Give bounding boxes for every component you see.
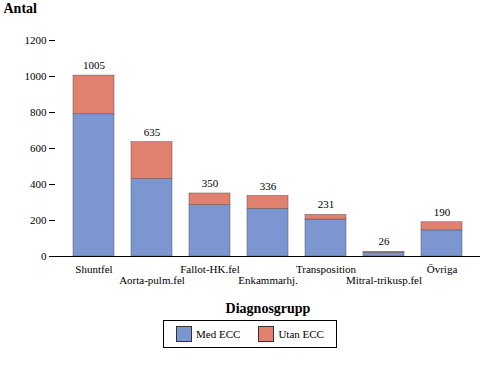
- svg-text:336: 336: [260, 180, 277, 192]
- svg-text:Aorta-pulm.fel: Aorta-pulm.fel: [119, 274, 185, 286]
- svg-text:200: 200: [30, 214, 47, 226]
- svg-text:Shuntfel: Shuntfel: [75, 263, 112, 275]
- svg-text:Fallot-HK.fel: Fallot-HK.fel: [180, 263, 240, 275]
- svg-text:190: 190: [434, 206, 451, 218]
- svg-text:Övriga: Övriga: [427, 263, 458, 275]
- svg-text:350: 350: [202, 177, 219, 189]
- svg-text:Antal: Antal: [4, 1, 38, 16]
- svg-text:Mitral-trikusp.fel: Mitral-trikusp.fel: [346, 274, 422, 286]
- html-text:Med ECC: Med ECC: [196, 328, 241, 340]
- svg-text:26: 26: [379, 235, 391, 247]
- svg-text:231: 231: [318, 198, 335, 210]
- svg-text:600: 600: [30, 142, 47, 154]
- html-text:Utan ECC: Utan ECC: [278, 328, 324, 340]
- svg-text:1005: 1005: [83, 59, 106, 71]
- svg-text:800: 800: [30, 106, 47, 118]
- svg-text:0: 0: [41, 250, 47, 262]
- svg-text:400: 400: [30, 178, 47, 190]
- svg-text:1000: 1000: [25, 70, 48, 82]
- svg-text:Transposition: Transposition: [295, 263, 357, 276]
- svg-text:Diagnosgrupp: Diagnosgrupp: [226, 301, 311, 316]
- svg-text:635: 635: [144, 126, 161, 138]
- svg-text:1200: 1200: [25, 34, 48, 46]
- svg-text:Enkammarhj.: Enkammarhj.: [238, 274, 298, 286]
